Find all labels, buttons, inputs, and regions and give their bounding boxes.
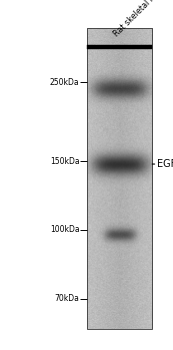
Text: 250kDa: 250kDa — [50, 78, 80, 87]
Text: 100kDa: 100kDa — [50, 225, 80, 234]
Text: Rat skeletal muscle: Rat skeletal muscle — [112, 0, 173, 38]
Bar — [86, 28, 152, 329]
Text: 150kDa: 150kDa — [50, 156, 80, 166]
Text: 70kDa: 70kDa — [55, 294, 80, 303]
Text: EGF: EGF — [152, 159, 173, 169]
Bar — [86, 45, 152, 49]
